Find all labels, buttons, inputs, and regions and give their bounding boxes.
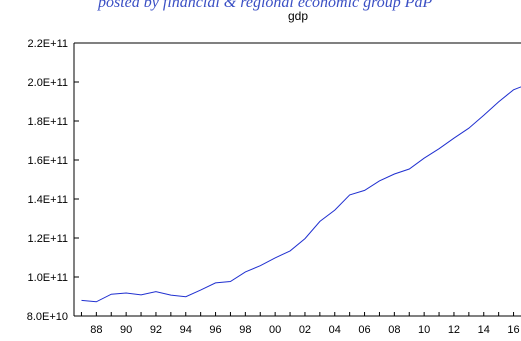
x-tick-label: 02 bbox=[299, 324, 311, 336]
y-axis: 8.0E+10 1.0E+11 1.2E+11 1.4E+11 1.6E+11 1.8E+… bbox=[27, 38, 79, 323]
y-tick-label: 1.6E+11 bbox=[28, 155, 68, 167]
x-tick-label: 06 bbox=[358, 324, 370, 336]
y-tick-label: 8.0E+10 bbox=[27, 311, 68, 323]
x-tick-label: 16 bbox=[507, 324, 519, 336]
chart-title: gdp bbox=[288, 9, 308, 23]
x-axis: 88 90 92 94 96 98 00 02 04 06 08 10 12 14 16 bbox=[80, 312, 520, 336]
x-tick-label: 08 bbox=[388, 324, 400, 336]
x-tick-label: 00 bbox=[269, 324, 281, 336]
page-caption: posted by financial & regional economic … bbox=[98, 0, 433, 11]
x-tick-label: 98 bbox=[239, 324, 251, 336]
x-tick-label: 12 bbox=[448, 324, 460, 336]
y-tick-label: 1.4E+11 bbox=[28, 194, 68, 206]
x-tick-label: 88 bbox=[90, 324, 102, 336]
y-tick-label: 1.8E+11 bbox=[28, 116, 68, 128]
gdp-series-line bbox=[81, 86, 521, 303]
y-tick-label: 1.0E+11 bbox=[28, 272, 68, 284]
y-tick-label: 2.0E+11 bbox=[28, 77, 68, 89]
x-tick-label: 04 bbox=[329, 324, 341, 336]
x-tick-label: 96 bbox=[209, 324, 221, 336]
x-tick-label: 94 bbox=[180, 324, 192, 336]
y-tick-label: 1.2E+11 bbox=[28, 233, 68, 245]
x-tick-label: 10 bbox=[418, 324, 430, 336]
x-tick-label: 90 bbox=[120, 324, 132, 336]
x-tick-label: 14 bbox=[478, 324, 490, 336]
y-tick-label: 2.2E+11 bbox=[28, 38, 68, 50]
x-tick-label: 92 bbox=[150, 324, 162, 336]
